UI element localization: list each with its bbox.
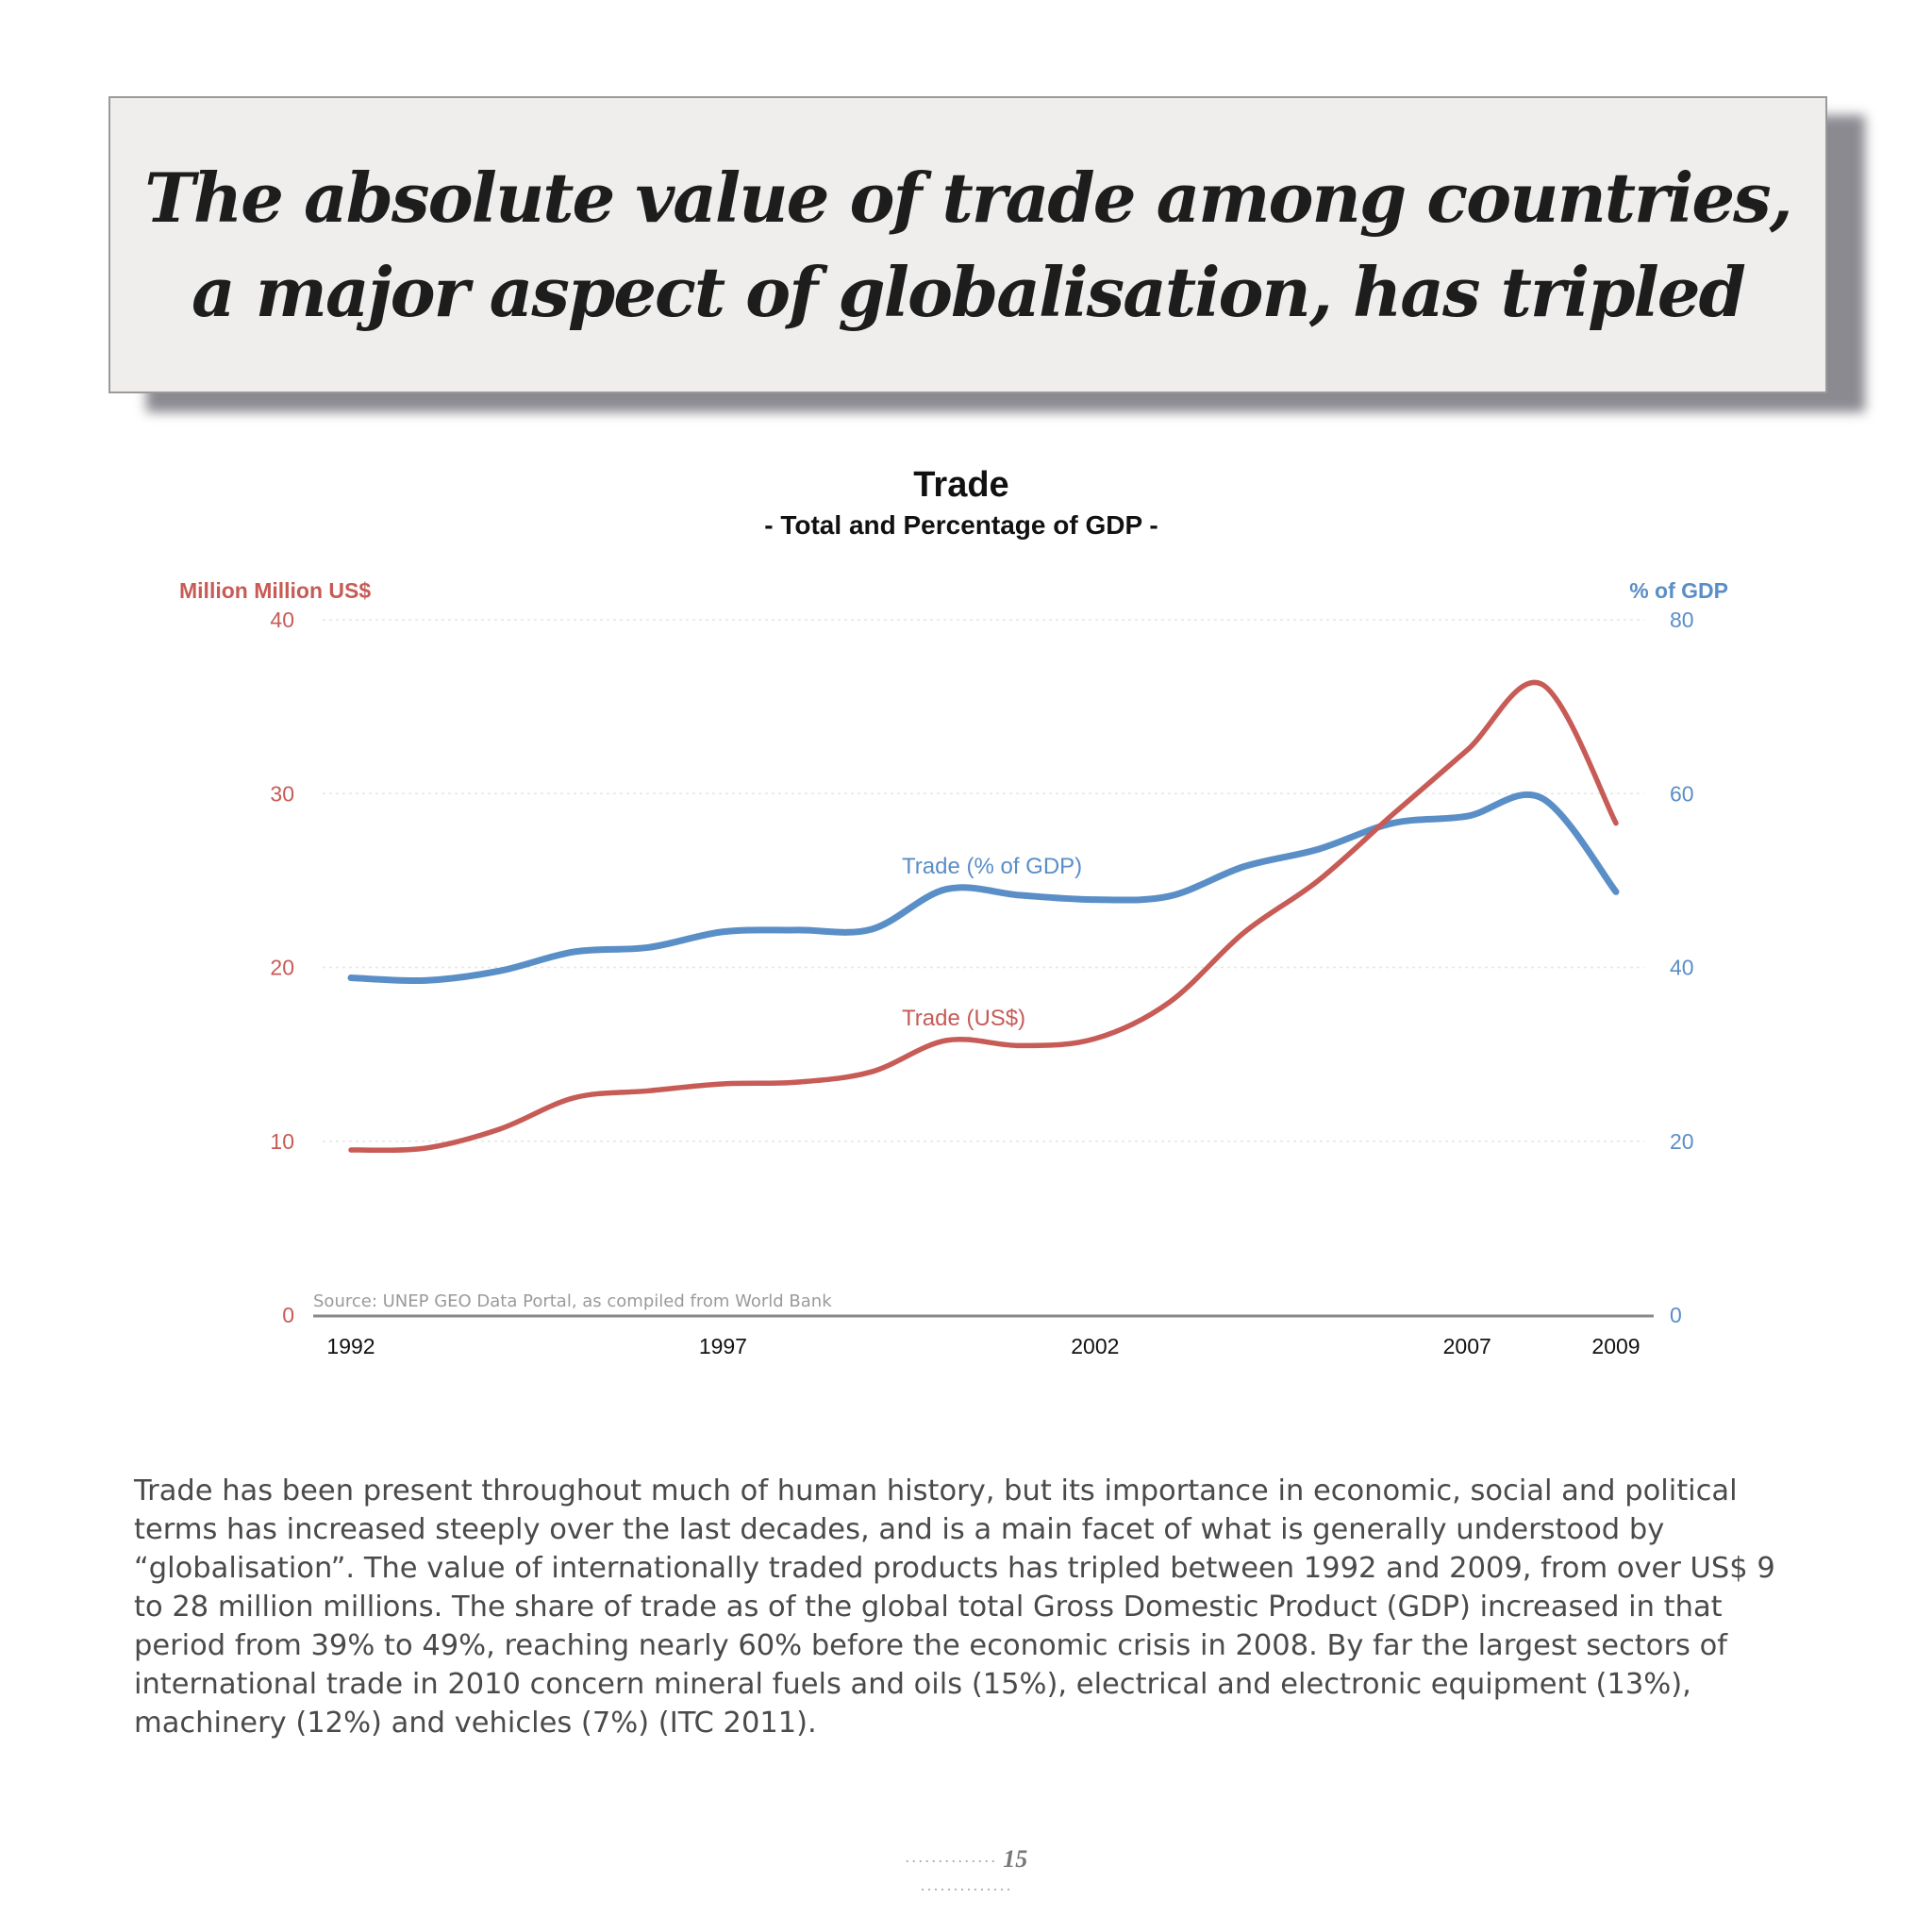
y-right-tick-label: 80 [1670,608,1694,632]
page-number-dots-left: ·············· [904,1852,997,1871]
chart-title: Trade [913,465,1008,505]
series-label-gdp: Trade (% of GDP) [902,854,1082,879]
page-number: 15 [1003,1845,1028,1873]
x-tick-label: 2009 [1591,1334,1640,1358]
page-number-dots-right: ·············· [920,1880,1012,1899]
page-number-footer: ·············· 15 ·············· [872,1845,1060,1902]
headline-box: The absolute value of trade among countr… [108,96,1827,393]
x-tick-label: 2007 [1443,1334,1491,1358]
y-right-axis-label: % of GDP [1629,578,1728,603]
chart-subtitle: - Total and Percentage of GDP - [764,510,1158,540]
y-left-tick-label: 40 [270,608,294,632]
y-left-ticks: 0 10 20 30 40 [270,608,294,1327]
x-tick-label: 1997 [699,1334,747,1358]
x-ticks: 1992 1997 2002 2007 2009 [326,1334,1640,1358]
source-note: Source: UNEP GEO Data Portal, as compile… [313,1291,832,1311]
y-right-tick-label: 20 [1670,1129,1694,1154]
gridlines [323,619,1644,1142]
trade-chart: Trade - Total and Percentage of GDP - Mi… [179,465,1728,1358]
x-tick-label: 2002 [1071,1334,1119,1358]
body-paragraph: Trade has been present throughout much o… [134,1474,1775,1740]
y-left-tick-label: 20 [270,956,294,980]
series-label-usd: Trade (US$) [902,1006,1025,1031]
series-line-usd [348,679,1619,1154]
x-tick-label: 1992 [326,1334,375,1358]
y-right-ticks: 0 20 40 60 80 [1670,608,1694,1327]
y-right-tick-label: 40 [1670,956,1694,980]
series-line-gdp [347,791,1620,985]
y-left-axis-label: Million Million US$ [179,578,371,603]
y-right-tick-label: 0 [1670,1303,1682,1327]
y-left-tick-label: 0 [282,1303,294,1327]
headline-line-1: The absolute value of trade among countr… [144,157,1793,238]
y-right-tick-label: 60 [1670,781,1694,806]
y-left-tick-label: 30 [270,781,294,806]
y-left-tick-label: 10 [270,1129,294,1154]
headline-line-2: a major aspect of globalisation, has tri… [192,251,1746,332]
